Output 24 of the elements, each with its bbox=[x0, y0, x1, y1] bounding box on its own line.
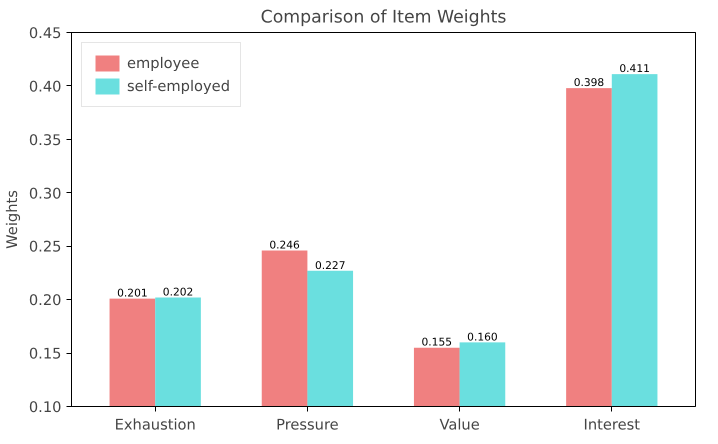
data-label: 0.155 bbox=[422, 336, 452, 349]
y-tick-label: 0.20 bbox=[28, 292, 62, 310]
y-tick-label: 0.10 bbox=[28, 399, 62, 416]
data-label: 0.411 bbox=[619, 62, 650, 76]
x-tick-label: Pressure bbox=[276, 416, 339, 434]
x-tick-label: Interest bbox=[584, 416, 640, 434]
legend-label: self-employed bbox=[127, 78, 230, 94]
y-tick-label: 0.45 bbox=[28, 25, 62, 42]
data-label: 0.160 bbox=[467, 330, 498, 344]
x-tick-label: Exhaustion bbox=[114, 416, 196, 434]
legend-label: employee bbox=[127, 54, 200, 72]
data-label: 0.201 bbox=[117, 286, 148, 300]
x-tick-label: Value bbox=[439, 416, 480, 434]
y-tick-label: 0.25 bbox=[28, 238, 62, 256]
data-label: 0.246 bbox=[269, 238, 300, 252]
chart-title: Comparison of Item Weights bbox=[260, 8, 506, 28]
data-label: 0.202 bbox=[162, 286, 194, 299]
y-tick-label: 0.35 bbox=[28, 132, 62, 149]
y-tick-label: 0.40 bbox=[28, 78, 62, 96]
data-label: 0.398 bbox=[574, 76, 604, 90]
data-label: 0.227 bbox=[314, 258, 346, 272]
y-tick-label: 0.30 bbox=[28, 185, 62, 202]
y-axis-title: Weights bbox=[4, 190, 21, 249]
y-tick-label: 0.15 bbox=[28, 346, 62, 363]
